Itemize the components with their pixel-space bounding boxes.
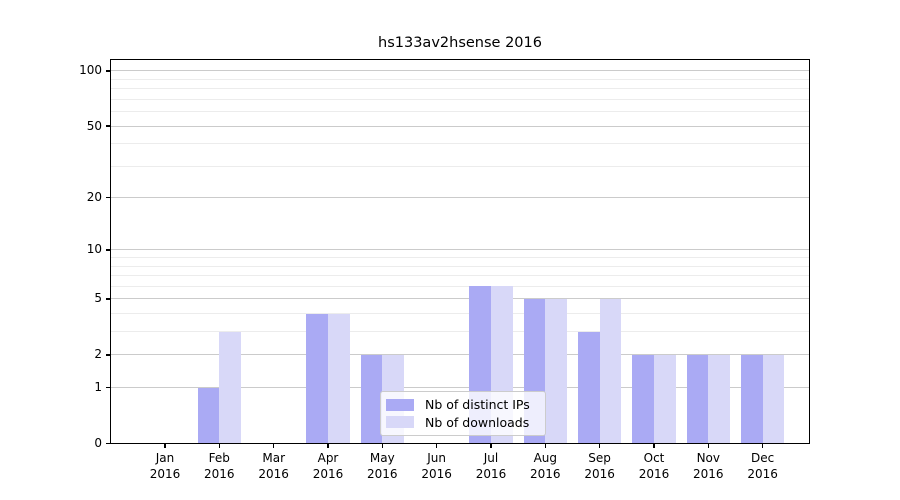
x-tick-mark: [435, 443, 438, 448]
y-tick-label: 50: [86, 118, 102, 133]
y-tick-label: 20: [86, 190, 102, 205]
y-tick-mark: [105, 70, 110, 72]
minor-gridline: [110, 111, 810, 113]
x-tick-label: Sep 2016: [584, 450, 615, 481]
x-tick-mark: [653, 443, 655, 448]
y-tick-label: 2: [94, 347, 102, 362]
bar-downloads-sep: [599, 298, 622, 444]
x-tick-label: Mar 2016: [258, 450, 289, 481]
x-tick-label: Nov 2016: [693, 450, 724, 481]
legend-swatch-downloads: [386, 416, 414, 429]
minor-gridline: [110, 313, 810, 315]
bar-downloads-apr: [328, 313, 350, 444]
x-tick-label: Aug 2016: [530, 450, 561, 481]
major-gridline: [110, 125, 810, 127]
y-tick-label: 0: [94, 436, 102, 450]
major-gridline: [110, 298, 810, 300]
minor-gridline: [110, 331, 810, 333]
minor-gridline: [110, 265, 810, 267]
bar-downloads-oct: [654, 354, 676, 444]
legend-label-distinct-ips: Nb of distinct IPs: [425, 397, 530, 413]
y-tick-mark: [105, 249, 110, 251]
x-tick-label: Feb 2016: [204, 450, 235, 481]
legend: Nb of distinct IPs Nb of downloads: [380, 391, 546, 436]
bar-distinct-ips-nov: [686, 354, 709, 444]
bar-distinct-ips-sep: [578, 331, 600, 444]
x-tick-mark: [381, 443, 384, 448]
x-tick-label: Jan 2016: [149, 450, 181, 481]
major-gridline: [110, 70, 810, 72]
y-tick-label: 100: [79, 63, 102, 78]
chart-title: hs133av2hsense 2016: [378, 35, 542, 51]
bar-distinct-ips-may: [360, 354, 383, 444]
major-gridline: [110, 387, 810, 389]
x-tick-mark: [272, 443, 275, 448]
minor-gridline: [110, 285, 810, 287]
bar-downloads-aug: [545, 298, 567, 444]
minor-gridline: [110, 98, 810, 100]
legend-item-downloads: Nb of downloads: [386, 414, 539, 431]
x-tick-label: Dec 2016: [747, 450, 778, 481]
bar-distinct-ips-feb: [197, 387, 220, 444]
x-tick-mark: [544, 443, 547, 448]
y-tick-label: 5: [94, 291, 102, 306]
x-tick-label: Oct 2016: [638, 450, 670, 481]
y-tick-label: 10: [86, 242, 102, 257]
x-tick-label: Apr 2016: [312, 450, 344, 481]
y-tick-label: 1: [94, 380, 102, 395]
bar-distinct-ips-apr: [306, 313, 328, 444]
minor-gridline: [110, 88, 810, 90]
x-tick-mark: [218, 443, 221, 448]
x-tick-label: May 2016: [367, 450, 398, 481]
major-gridline: [110, 197, 810, 199]
major-gridline: [110, 249, 810, 251]
bar-distinct-ips-dec: [741, 354, 763, 444]
bar-downloads-nov: [708, 354, 730, 444]
x-tick-mark: [598, 443, 601, 448]
x-tick-mark: [327, 443, 329, 448]
y-tick-mark: [105, 196, 110, 199]
x-tick-label: Jun 2016: [421, 450, 452, 481]
legend-label-downloads: Nb of downloads: [425, 414, 530, 430]
y-tick-mark: [105, 442, 110, 445]
minor-gridline: [110, 165, 810, 167]
legend-swatch-distinct-ips: [386, 398, 414, 411]
y-tick-mark: [105, 354, 110, 356]
x-tick-mark: [707, 443, 709, 448]
x-tick-label: Jul 2016: [475, 450, 507, 481]
bar-downloads-feb: [219, 331, 241, 444]
minor-gridline: [110, 143, 810, 145]
x-tick-mark: [490, 443, 492, 448]
x-tick-mark: [164, 443, 166, 448]
y-tick-mark: [105, 298, 110, 300]
x-tick-mark: [761, 443, 764, 448]
minor-gridline: [110, 257, 810, 259]
bar-downloads-dec: [762, 354, 785, 444]
minor-gridline: [110, 275, 810, 277]
y-tick-mark: [105, 386, 110, 389]
bar-distinct-ips-oct: [632, 354, 654, 444]
major-gridline: [110, 354, 810, 356]
y-tick-mark: [105, 125, 110, 127]
legend-item-distinct-ips: Nb of distinct IPs: [386, 396, 539, 413]
minor-gridline: [110, 78, 810, 80]
